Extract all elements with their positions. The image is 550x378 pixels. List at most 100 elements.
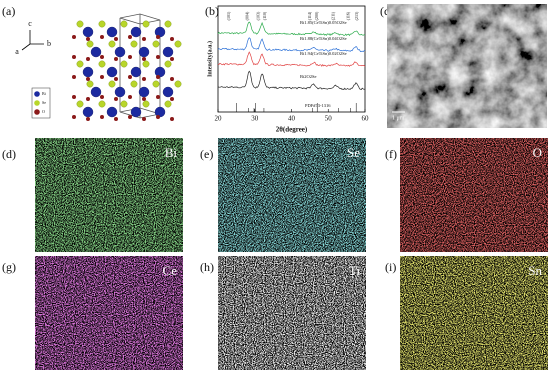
se-atom [108, 80, 116, 88]
o-atom [156, 55, 160, 59]
peak-label: (004) [244, 11, 249, 20]
se-atom [130, 40, 138, 48]
xrd-curve [217, 21, 366, 37]
o-atom [156, 35, 160, 39]
peak-label: (114) [307, 11, 312, 20]
se-atom [120, 60, 128, 68]
legend-swatch [34, 109, 40, 115]
se-atom [98, 60, 106, 68]
o-atom [142, 57, 146, 61]
panel-label: (b) [205, 4, 219, 18]
eds-map [35, 256, 183, 370]
axis-label: c [28, 19, 32, 28]
o-atom [142, 77, 146, 81]
se-atom [142, 100, 150, 108]
o-atom [156, 95, 160, 99]
o-atom [114, 77, 118, 81]
reference-label: PDF#73-1316 [305, 103, 331, 108]
bi-atom [90, 86, 102, 98]
o-atom [72, 95, 76, 99]
element-label: Se [347, 145, 360, 160]
panel-label: (a) [2, 4, 15, 18]
se-atom [98, 20, 106, 28]
bi-atom [138, 86, 150, 98]
peak-label: (101) [226, 11, 231, 20]
bi-atom [106, 106, 118, 118]
o-atom [142, 117, 146, 121]
panel-label: (e) [200, 147, 213, 161]
o-atom [128, 75, 132, 79]
se-atom [174, 40, 182, 48]
series-label: Bi1.88(CeTiSn)0.04O2Se [300, 36, 347, 41]
series-label: Bi2O2Se [300, 74, 317, 79]
o-atom [142, 97, 146, 101]
o-atom [128, 95, 132, 99]
o-atom [156, 115, 160, 119]
axis-label: b [47, 39, 51, 48]
se-atom [142, 20, 150, 28]
peak-label: (211) [331, 11, 336, 20]
bi-atom [138, 46, 150, 58]
o-atom [100, 95, 104, 99]
bi-atom [106, 66, 118, 78]
bi-atom [114, 86, 126, 98]
panel-label: (i) [385, 260, 396, 274]
o-atom [114, 57, 118, 61]
panel-label: (d) [2, 147, 16, 161]
x-tick-label: 30 [251, 115, 259, 123]
bi-atom [154, 66, 166, 78]
element-label: Sn [528, 263, 542, 278]
o-atom [142, 37, 146, 41]
o-atom [170, 37, 174, 41]
o-atom [86, 117, 90, 121]
o-atom [100, 35, 104, 39]
panel-label: (g) [2, 260, 16, 274]
o-atom [86, 37, 90, 41]
bi-atom [162, 86, 174, 98]
eds-map [400, 138, 548, 252]
bi-atom [114, 46, 126, 58]
o-atom [114, 37, 118, 41]
xrd-curve [217, 70, 366, 91]
se-atom [142, 60, 150, 68]
o-atom [128, 55, 132, 59]
legend-label: O [42, 109, 45, 114]
o-atom [86, 57, 90, 61]
se-atom [152, 80, 160, 88]
bi-atom [90, 46, 102, 58]
o-atom [170, 57, 174, 61]
element-label: Bi [165, 145, 178, 160]
o-atom [72, 75, 76, 79]
se-atom [164, 60, 172, 68]
se-atom [130, 80, 138, 88]
se-atom [86, 80, 94, 88]
o-atom [114, 97, 118, 101]
peak-label: (103) [255, 11, 260, 20]
o-atom [72, 55, 76, 59]
peak-label: (213) [354, 11, 359, 20]
se-atom [164, 20, 172, 28]
se-atom [76, 60, 84, 68]
legend-swatch [34, 100, 40, 106]
o-atom [100, 115, 104, 119]
bi-atom [106, 26, 118, 38]
o-atom [170, 117, 174, 121]
peak-label: (200) [314, 11, 319, 20]
panel-label: (h) [200, 260, 214, 274]
x-tick-label: 20 [215, 115, 223, 123]
xrd-curve [217, 37, 366, 53]
o-atom [72, 115, 76, 119]
element-label: Ti [349, 263, 360, 278]
element-label: O [533, 145, 542, 160]
xrd-curve [218, 51, 366, 67]
peak-label: (110) [262, 11, 267, 20]
o-atom [114, 117, 118, 121]
se-atom [86, 40, 94, 48]
bi-atom [82, 26, 94, 38]
bi-atom [154, 26, 166, 38]
axis-arrows [21, 30, 44, 51]
legend-swatch [34, 91, 40, 97]
bi-atom [130, 66, 142, 78]
o-atom [72, 35, 76, 39]
